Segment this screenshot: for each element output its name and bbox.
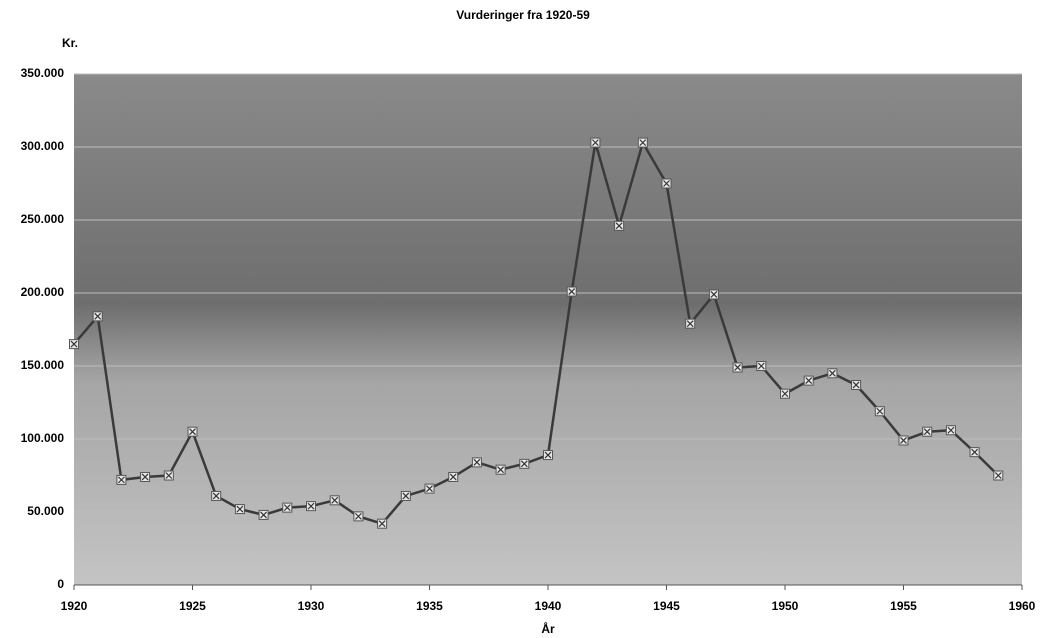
data-point [471, 457, 482, 468]
data-point [424, 483, 435, 494]
data-point [543, 450, 553, 461]
data-point [282, 502, 293, 513]
data-point [258, 509, 269, 520]
data-point [851, 379, 862, 390]
data-point [993, 470, 1004, 481]
data-point [803, 375, 814, 386]
data-point [140, 471, 151, 482]
data-point [353, 511, 364, 522]
data-point [780, 388, 790, 399]
data-point [448, 471, 459, 482]
data-point [922, 426, 933, 437]
data-point [92, 311, 103, 322]
data-point [874, 406, 885, 417]
data-point [495, 464, 506, 475]
data-point [614, 220, 625, 231]
y-tick-label: 100.000 [21, 431, 65, 445]
data-point [756, 361, 767, 371]
data-point [163, 470, 174, 481]
data-point [306, 501, 316, 512]
y-tick-label: 150.000 [21, 358, 65, 372]
data-point [211, 490, 222, 501]
data-point [685, 318, 696, 329]
x-tick-label: 1950 [772, 599, 799, 613]
data-line [73, 141, 1000, 525]
data-point [969, 447, 980, 458]
data-point [708, 289, 719, 300]
data-point [590, 137, 601, 148]
x-tick-label: 1930 [298, 599, 325, 613]
data-point [377, 518, 388, 529]
data-point [566, 286, 577, 297]
y-tick-label: 200.000 [21, 285, 65, 299]
x-tick-label: 1945 [653, 599, 680, 613]
data-point [732, 362, 743, 373]
x-tick-label: 1955 [890, 599, 917, 613]
data-point [637, 137, 648, 148]
data-point [116, 474, 127, 485]
data-point [329, 495, 340, 506]
x-tick-label: 1920 [61, 599, 88, 613]
background-photo [74, 74, 1022, 585]
x-tick-label: 1940 [535, 599, 562, 613]
y-axis-label: Kr. [62, 36, 78, 50]
chart-title: Vurderinger fra 1920-59 [456, 8, 590, 22]
x-tick-label: 1960 [1009, 599, 1036, 613]
y-tick-label: 300.000 [21, 139, 65, 153]
data-point [69, 339, 79, 350]
data-point [945, 425, 956, 436]
data-point [234, 504, 245, 515]
y-tick-label: 250.000 [21, 212, 65, 226]
data-point [519, 458, 530, 469]
y-tick-label: 0 [57, 577, 64, 591]
data-point [898, 435, 909, 446]
y-tick-label: 50.000 [27, 504, 64, 518]
x-tick-label: 1935 [416, 599, 443, 613]
data-point [661, 178, 672, 189]
data-point [187, 426, 198, 437]
data-point [400, 490, 411, 501]
data-point [827, 368, 838, 379]
y-tick-label: 350.000 [21, 66, 65, 80]
x-axis-label: År [541, 621, 555, 636]
x-tick-label: 1925 [179, 599, 206, 613]
